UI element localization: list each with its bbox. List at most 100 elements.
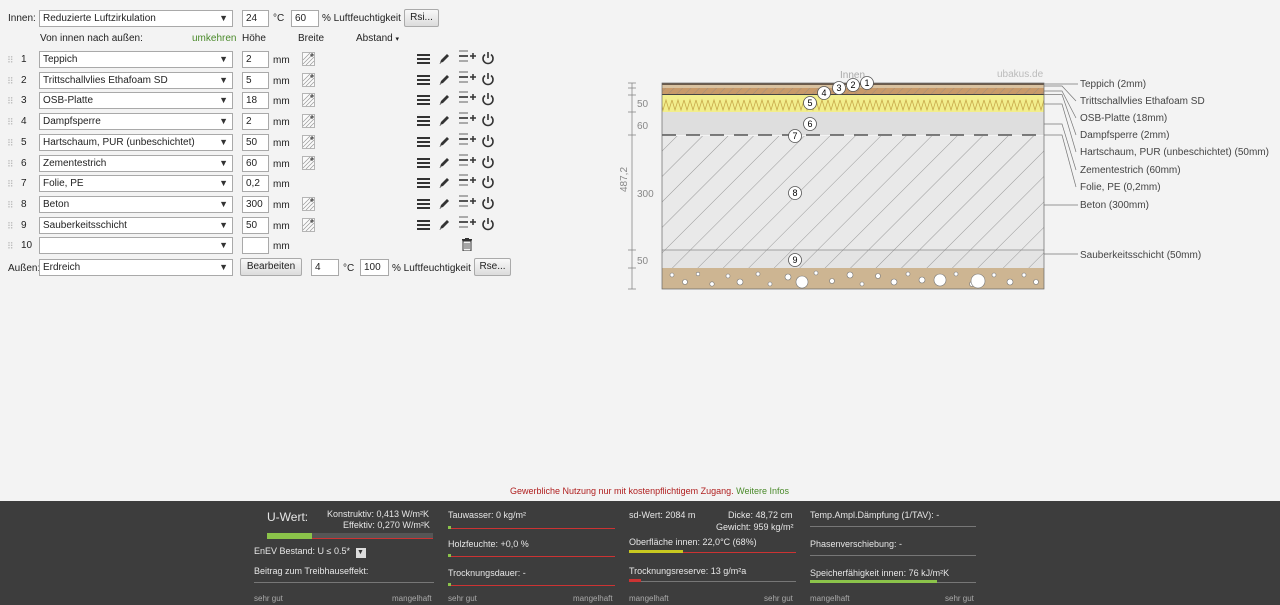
edit-pencil-icon[interactable] bbox=[438, 52, 451, 68]
insert-layer-icon[interactable] bbox=[459, 90, 476, 107]
edit-pencil-icon[interactable] bbox=[438, 176, 451, 192]
outer-condition-value: Erdreich bbox=[43, 262, 81, 273]
material-hatch-icon[interactable] bbox=[302, 93, 315, 108]
layer-thickness-input[interactable]: 18 bbox=[242, 92, 269, 110]
edit-pencil-icon[interactable] bbox=[438, 135, 451, 151]
drag-handle-icon[interactable]: ⠿ bbox=[7, 96, 14, 107]
power-toggle-icon[interactable] bbox=[481, 175, 495, 192]
layer-thickness-input[interactable]: 0,2 bbox=[242, 175, 269, 193]
layer-material-select[interactable]: Trittschallvlies Ethafoam SD ▼ bbox=[39, 71, 233, 89]
drag-handle-icon[interactable]: ⠿ bbox=[7, 199, 14, 210]
drag-handle-icon[interactable]: ⠿ bbox=[7, 75, 14, 86]
material-hatch-icon[interactable] bbox=[302, 72, 315, 87]
power-toggle-icon[interactable] bbox=[481, 51, 495, 68]
power-toggle-icon[interactable] bbox=[481, 196, 495, 213]
insert-layer-icon[interactable] bbox=[459, 49, 476, 66]
material-hatch-icon[interactable] bbox=[302, 217, 315, 232]
layer-material-select[interactable]: Hartschaum, PUR (unbeschichtet) ▼ bbox=[39, 133, 233, 151]
layer-unit: mm bbox=[273, 75, 290, 87]
layer-thickness-input[interactable]: 50 bbox=[242, 133, 269, 151]
layer-thickness-input[interactable]: 50 bbox=[242, 216, 269, 234]
edit-pencil-icon[interactable] bbox=[438, 156, 451, 172]
layer-thickness-input[interactable]: 5 bbox=[242, 71, 269, 89]
menu-icon[interactable] bbox=[417, 53, 430, 68]
outer-condition-select[interactable]: Erdreich ▼ bbox=[39, 259, 233, 276]
bubble-3: 3 bbox=[832, 81, 846, 95]
menu-icon[interactable] bbox=[417, 136, 430, 151]
edit-pencil-icon[interactable] bbox=[438, 218, 451, 234]
layer-thickness-input[interactable]: 60 bbox=[242, 154, 269, 172]
drag-handle-icon[interactable]: ⠿ bbox=[7, 117, 14, 128]
menu-icon[interactable] bbox=[417, 94, 430, 109]
layer-material-select[interactable]: Zementestrich ▼ bbox=[39, 154, 233, 172]
insert-layer-icon[interactable] bbox=[459, 153, 476, 170]
layer-material-select[interactable]: Dampfsperre ▼ bbox=[39, 113, 233, 131]
layer-material-select[interactable]: ▼ bbox=[39, 237, 233, 255]
material-hatch-icon[interactable] bbox=[302, 155, 315, 170]
outer-temp-input[interactable]: 4 bbox=[311, 259, 339, 276]
column-from-inside: Von innen nach außen: bbox=[40, 33, 143, 44]
insert-layer-icon[interactable] bbox=[459, 132, 476, 149]
drag-handle-icon[interactable]: ⠿ bbox=[7, 220, 14, 231]
layer-material-select[interactable]: Beton ▼ bbox=[39, 195, 233, 213]
material-hatch-icon[interactable] bbox=[302, 197, 315, 211]
drag-handle-icon[interactable]: ⠿ bbox=[7, 179, 14, 190]
more-info-link[interactable]: Weitere Infos bbox=[736, 486, 789, 496]
outer-humidity-input[interactable]: 100 bbox=[360, 259, 389, 276]
insert-layer-icon[interactable] bbox=[459, 194, 476, 211]
power-toggle-icon[interactable] bbox=[481, 72, 495, 89]
edit-pencil-icon[interactable] bbox=[438, 73, 451, 89]
column-distance[interactable]: Abstand ▾ bbox=[356, 33, 399, 46]
menu-icon[interactable] bbox=[417, 219, 430, 234]
enev-dropdown-icon[interactable]: ▼ bbox=[355, 548, 366, 558]
menu-icon[interactable] bbox=[417, 157, 430, 172]
inner-condition-select[interactable]: Reduzierte Luftzirkulation ▼ bbox=[39, 10, 233, 27]
drag-handle-icon[interactable]: ⠿ bbox=[7, 55, 14, 65]
layer-thickness-input[interactable]: 2 bbox=[242, 51, 269, 68]
material-hatch-icon[interactable] bbox=[302, 114, 315, 128]
drag-handle-icon[interactable]: ⠿ bbox=[7, 158, 14, 169]
power-toggle-icon[interactable] bbox=[481, 155, 495, 172]
edit-pencil-icon[interactable] bbox=[438, 93, 451, 109]
reverse-link[interactable]: umkehren bbox=[192, 33, 237, 44]
insert-layer-icon[interactable] bbox=[459, 111, 476, 128]
layer-thickness-input[interactable]: 2 bbox=[242, 113, 269, 131]
menu-icon[interactable] bbox=[417, 74, 430, 89]
inner-humidity-input[interactable]: 60 bbox=[291, 10, 319, 27]
menu-icon[interactable] bbox=[417, 115, 430, 130]
power-toggle-icon[interactable] bbox=[481, 134, 495, 151]
inner-temp-unit: °C bbox=[273, 13, 285, 24]
drag-handle-icon[interactable]: ⠿ bbox=[7, 241, 14, 252]
edit-pencil-icon[interactable] bbox=[438, 197, 451, 213]
bubble-7: 7 bbox=[788, 129, 802, 143]
insert-layer-icon[interactable] bbox=[459, 215, 476, 232]
layer-number: 4 bbox=[21, 116, 27, 128]
layer-material-select[interactable]: Teppich ▼ bbox=[39, 51, 233, 68]
outer-humidity-unit: % Luftfeuchtigkeit bbox=[392, 263, 471, 274]
bubble-2: 2 bbox=[846, 78, 860, 92]
power-toggle-icon[interactable] bbox=[481, 217, 495, 234]
material-hatch-icon[interactable] bbox=[302, 52, 315, 66]
menu-icon[interactable] bbox=[417, 177, 430, 192]
layer-material-value: Teppich bbox=[43, 54, 78, 65]
uwert-effektiv: Effektiv: 0,270 W/m²K bbox=[343, 520, 430, 530]
inner-temp-input[interactable]: 24 bbox=[242, 10, 269, 27]
insert-layer-icon[interactable] bbox=[459, 173, 476, 190]
menu-icon[interactable] bbox=[417, 198, 430, 213]
layer-material-select[interactable]: Folie, PE ▼ bbox=[39, 175, 233, 193]
layer-material-select[interactable]: Sauberkeitsschicht ▼ bbox=[39, 216, 233, 234]
power-toggle-icon[interactable] bbox=[481, 113, 495, 130]
trash-icon[interactable] bbox=[461, 238, 473, 254]
power-toggle-icon[interactable] bbox=[481, 92, 495, 109]
rsi-button[interactable]: Rsi... bbox=[404, 9, 439, 27]
edit-button[interactable]: Bearbeiten bbox=[240, 258, 302, 276]
layer-thickness-input[interactable] bbox=[242, 237, 269, 255]
drag-handle-icon[interactable]: ⠿ bbox=[7, 137, 14, 148]
edit-pencil-icon[interactable] bbox=[438, 114, 451, 130]
insert-layer-icon[interactable] bbox=[459, 70, 476, 87]
rse-button[interactable]: Rse... bbox=[474, 258, 511, 276]
material-hatch-icon[interactable] bbox=[302, 134, 315, 149]
callout-7: Folie, PE (0,2mm) bbox=[1080, 182, 1161, 193]
layer-material-select[interactable]: OSB-Platte ▼ bbox=[39, 92, 233, 110]
layer-thickness-input[interactable]: 300 bbox=[242, 195, 269, 213]
